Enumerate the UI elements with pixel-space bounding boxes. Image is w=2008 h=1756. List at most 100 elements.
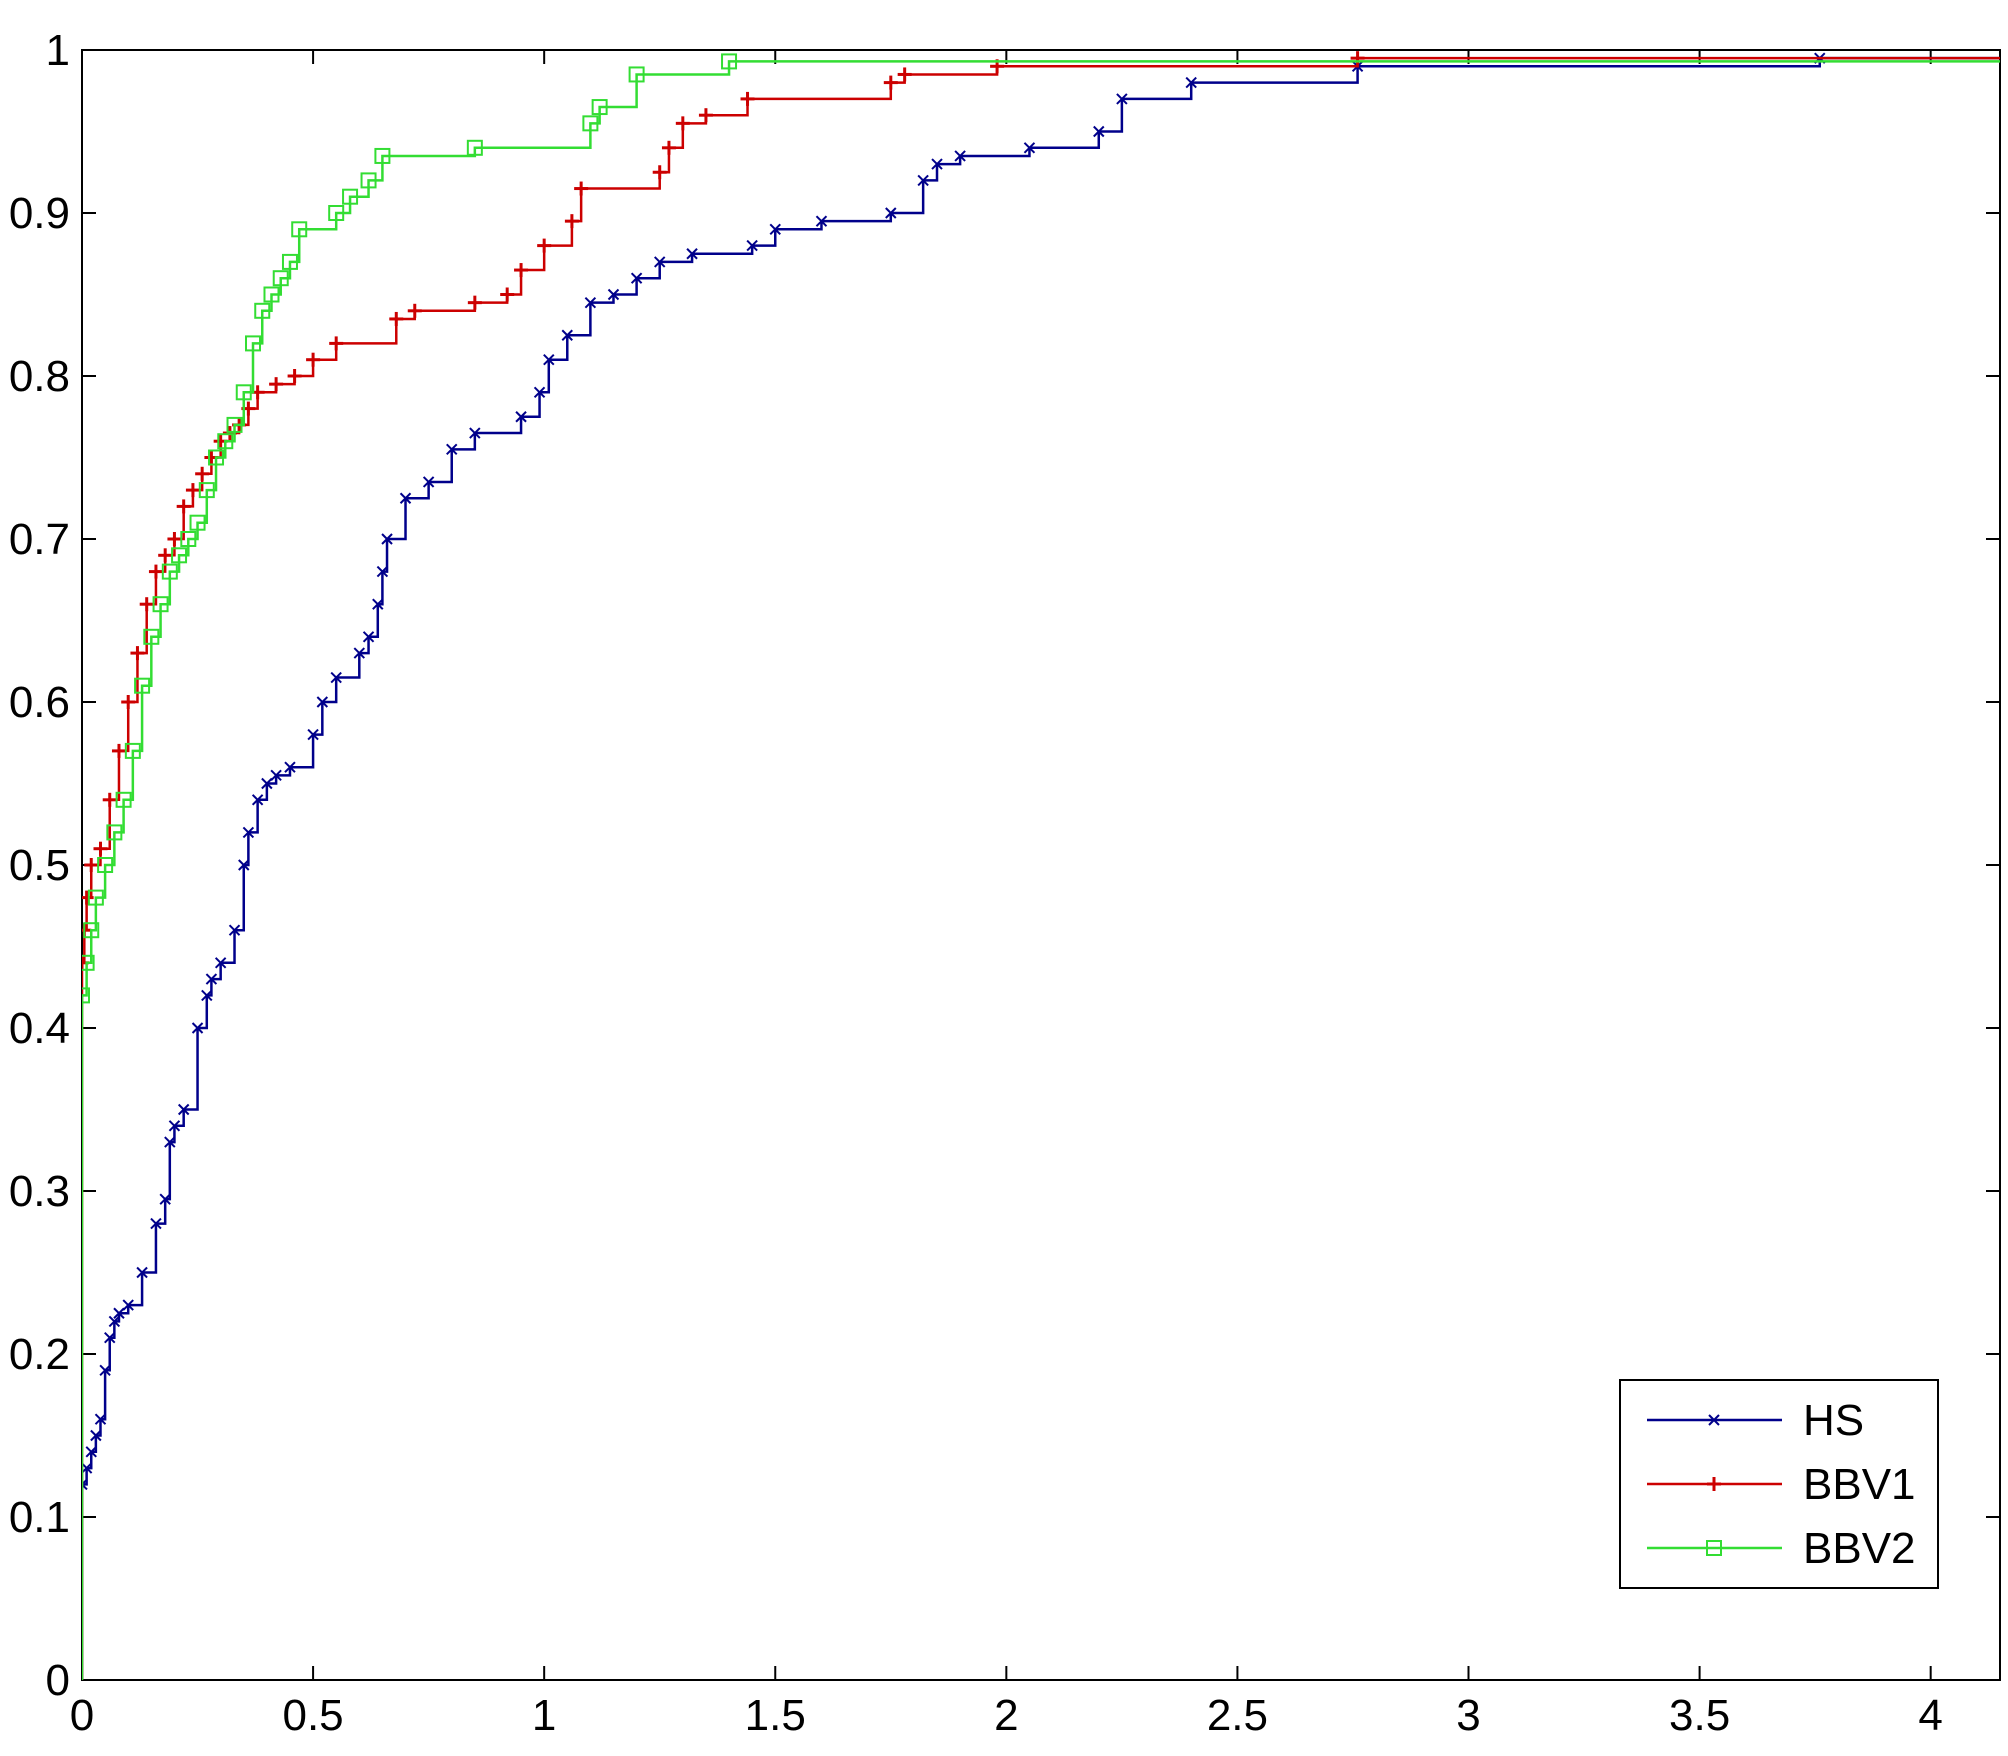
data-point — [108, 1315, 121, 1328]
data-point — [328, 205, 345, 221]
y-tick-label: 0 — [46, 1656, 70, 1705]
x-tick-label: 3.5 — [1669, 1691, 1730, 1740]
data-point — [226, 416, 243, 433]
data-point — [306, 352, 321, 367]
data-point — [242, 826, 255, 839]
data-point — [537, 238, 552, 253]
y-tick-label: 0.8 — [9, 352, 70, 401]
data-point — [376, 565, 389, 578]
data-point — [201, 989, 213, 1002]
data-point — [885, 207, 897, 219]
data-point — [543, 353, 555, 366]
data-point — [167, 532, 182, 546]
legend-item-bbv1: BBV1 — [1647, 1460, 1916, 1509]
data-point — [607, 288, 620, 301]
data-point — [591, 99, 608, 116]
data-point — [82, 954, 95, 971]
data-point — [254, 302, 271, 319]
x-tick-label: 1.5 — [745, 1691, 806, 1740]
data-point — [168, 1120, 181, 1132]
data-point — [284, 761, 296, 773]
data-point — [87, 889, 104, 906]
y-tick-label: 1 — [46, 26, 70, 75]
data-point — [374, 147, 391, 164]
data-point — [1116, 93, 1128, 105]
data-point — [263, 286, 280, 303]
data-point — [214, 957, 227, 969]
data-point — [185, 483, 200, 498]
y-tick-label: 0.6 — [9, 678, 70, 727]
y-tick-label: 0.5 — [9, 841, 70, 890]
data-point — [291, 221, 308, 238]
data-point — [124, 742, 141, 759]
data-point — [353, 647, 366, 659]
data-point — [399, 492, 412, 504]
data-point — [883, 75, 898, 90]
data-point — [82, 890, 94, 905]
data-point — [195, 466, 210, 481]
x-tick-label: 0.5 — [282, 1691, 343, 1740]
data-point — [84, 858, 99, 872]
data-point — [139, 597, 154, 612]
data-point — [102, 792, 117, 807]
data-point — [245, 335, 262, 352]
data-point — [205, 973, 218, 985]
data-point — [148, 564, 163, 579]
data-point — [561, 329, 573, 341]
data-point — [466, 139, 483, 156]
legend-label: BBV1 — [1803, 1460, 1916, 1509]
data-point — [1350, 51, 1365, 66]
data-point — [82, 1462, 93, 1474]
legend: HS BBV1 BBV2 — [1619, 1379, 1939, 1589]
y-tick-label: 0.3 — [9, 1167, 70, 1216]
x-tick-label: 4 — [1918, 1691, 1942, 1740]
data-point — [500, 287, 515, 302]
legend-label: BBV2 — [1803, 1524, 1916, 1573]
data-point — [342, 188, 359, 205]
data-point — [134, 677, 151, 694]
data-point — [287, 369, 302, 383]
data-point — [584, 296, 597, 309]
y-tick-label: 0.4 — [9, 1004, 70, 1053]
data-point — [198, 482, 215, 499]
data-point — [164, 1136, 176, 1148]
data-point — [467, 295, 482, 310]
legend-label: HS — [1803, 1396, 1864, 1445]
plot-area — [82, 51, 2000, 1680]
data-point — [176, 499, 191, 514]
data-point — [130, 646, 145, 661]
data-point — [270, 769, 282, 782]
data-point — [954, 150, 966, 162]
data-point — [251, 794, 264, 806]
data-point — [564, 214, 579, 229]
data-point — [238, 859, 250, 871]
legend-item-bbv2: BBV2 — [1647, 1524, 1916, 1573]
data-point — [217, 433, 234, 450]
x-tick-label: 2 — [994, 1691, 1018, 1740]
series-bbv2 — [82, 53, 2000, 1680]
data-point — [191, 1022, 204, 1034]
data-point — [746, 239, 758, 252]
data-point — [654, 256, 666, 268]
data-point — [329, 336, 344, 351]
x-tick-label: 0 — [70, 1691, 94, 1740]
data-point — [514, 263, 529, 278]
data-point — [815, 215, 828, 227]
data-point — [372, 598, 384, 610]
series-hs — [82, 52, 2000, 1680]
x-tick-label: 2.5 — [1207, 1691, 1268, 1740]
data-point — [446, 443, 458, 456]
data-point — [115, 791, 132, 808]
data-point — [104, 1331, 116, 1344]
data-point — [381, 533, 393, 545]
data-point — [208, 449, 225, 466]
data-point — [152, 596, 169, 613]
data-point — [235, 384, 252, 401]
data-point — [90, 1429, 102, 1442]
legend-item-hs: HS — [1647, 1396, 1864, 1445]
y-tick-label: 0.1 — [9, 1493, 70, 1542]
data-point — [931, 158, 943, 170]
data-point — [180, 531, 197, 547]
